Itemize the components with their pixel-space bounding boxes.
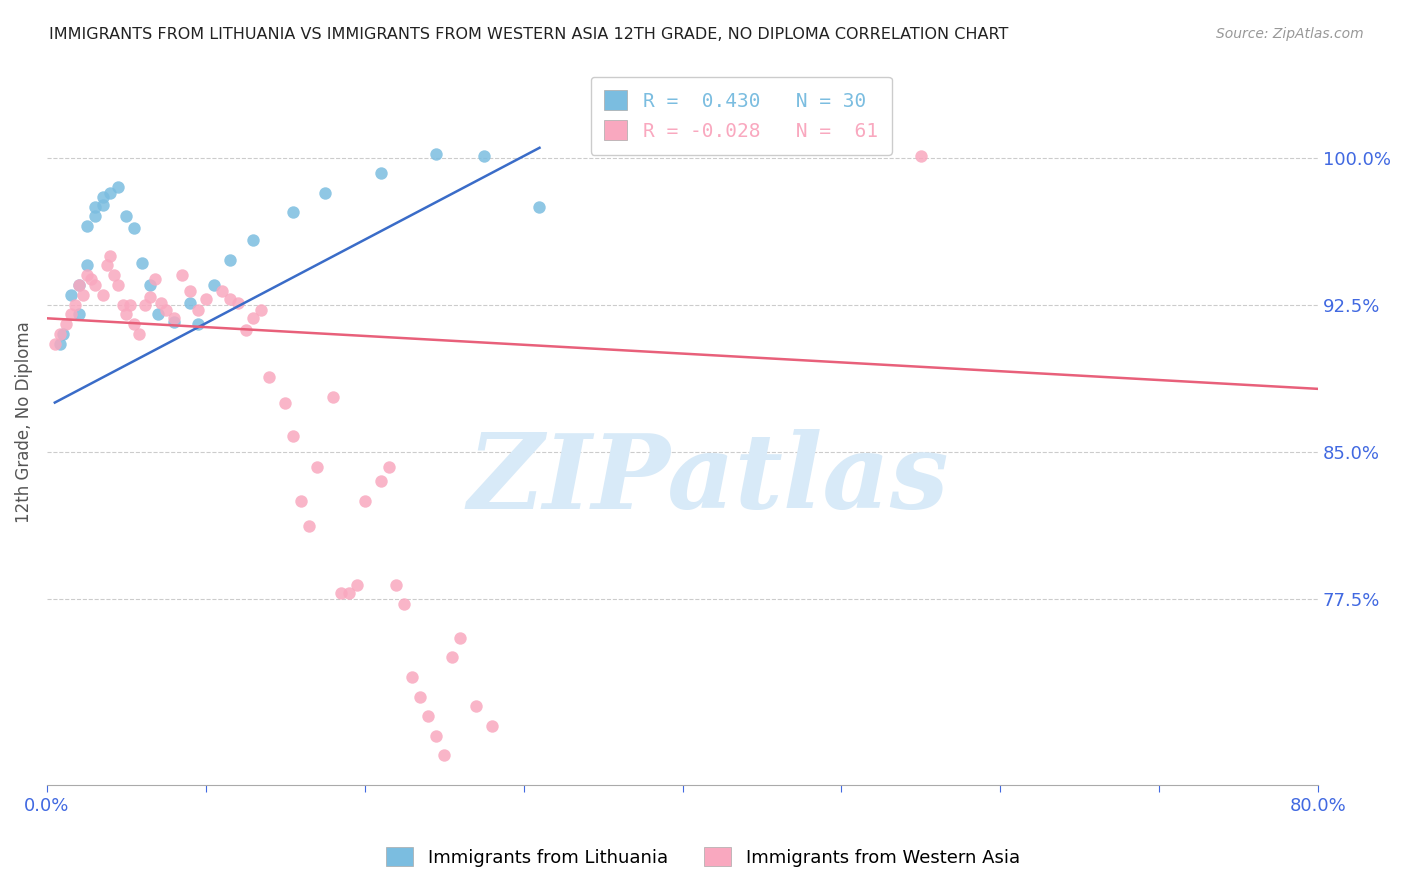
Point [370,474,392,488]
Point [465,699,488,714]
Point [218,252,240,267]
Point [131,256,153,270]
Point [48,326,70,341]
Point [370,166,392,180]
Point [218,292,240,306]
Point [67,277,90,292]
Point [55,317,77,331]
Point [170,268,193,283]
Point [385,578,408,592]
Point [83,277,105,292]
Point [211,284,233,298]
Point [146,307,169,321]
Point [163,315,186,329]
Point [103,268,125,283]
Point [441,650,464,665]
Point [433,748,456,763]
Point [100,249,122,263]
Point [155,303,177,318]
Point [377,460,399,475]
Point [425,146,447,161]
Point [394,598,416,612]
Point [72,287,94,301]
Point [48,336,70,351]
Point [242,233,264,247]
Point [283,429,305,443]
Point [59,307,82,321]
Point [259,370,281,384]
Point [139,277,162,292]
Point [910,148,932,162]
Point [124,317,146,331]
Text: IMMIGRANTS FROM LITHUANIA VS IMMIGRANTS FROM WESTERN ASIA 12TH GRADE, NO DIPLOMA: IMMIGRANTS FROM LITHUANIA VS IMMIGRANTS … [49,27,1008,42]
Point [150,295,173,310]
Point [179,295,201,310]
Point [91,287,114,301]
Point [250,303,273,318]
Point [409,690,432,704]
Point [187,303,209,318]
Point [449,631,471,645]
Legend: Immigrants from Lithuania, Immigrants from Western Asia: Immigrants from Lithuania, Immigrants fr… [380,840,1026,874]
Point [418,709,440,723]
Point [481,719,503,733]
Point [401,670,423,684]
Point [187,317,209,331]
Point [163,311,186,326]
Point [529,200,551,214]
Point [67,277,90,292]
Point [346,578,368,592]
Point [283,205,305,219]
Point [83,200,105,214]
Point [115,210,138,224]
Point [80,272,103,286]
Legend: R =  0.430   N = 30, R = -0.028   N =  61: R = 0.430 N = 30, R = -0.028 N = 61 [591,77,891,154]
Point [472,148,495,162]
Point [124,221,146,235]
Point [91,197,114,211]
Point [76,259,98,273]
Text: ZIPatlas: ZIPatlas [467,429,949,531]
Point [194,292,217,306]
Point [353,493,375,508]
Point [76,219,98,234]
Point [107,180,129,194]
Text: Source: ZipAtlas.com: Source: ZipAtlas.com [1216,27,1364,41]
Point [44,336,66,351]
Point [274,395,297,409]
Point [425,729,447,743]
Point [337,585,360,599]
Point [96,259,118,273]
Point [67,307,90,321]
Point [305,460,328,475]
Point [242,311,264,326]
Point [139,290,162,304]
Point [91,190,114,204]
Point [59,287,82,301]
Point [329,585,352,599]
Point [76,268,98,283]
Point [235,323,257,337]
Point [65,297,87,311]
Point [202,277,225,292]
Point [100,186,122,200]
Point [107,277,129,292]
Y-axis label: 12th Grade, No Diploma: 12th Grade, No Diploma [15,321,32,523]
Point [134,297,156,311]
Point [322,390,344,404]
Point [115,307,138,321]
Point [52,326,75,341]
Point [179,284,201,298]
Point [314,186,336,200]
Point [112,297,135,311]
Point [290,493,312,508]
Point [128,326,150,341]
Point [226,295,249,310]
Point [298,519,321,533]
Point [118,297,141,311]
Point [143,272,166,286]
Point [83,210,105,224]
